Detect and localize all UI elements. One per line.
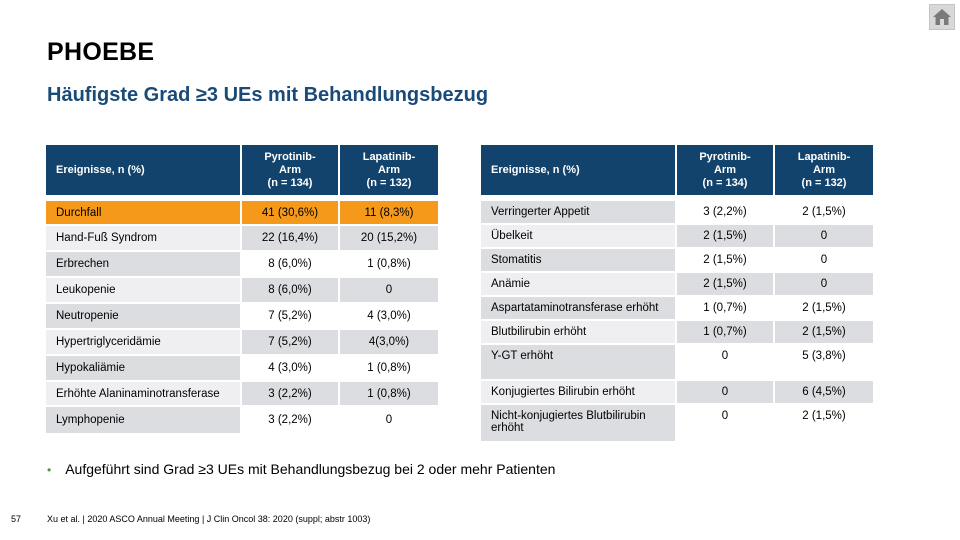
event-cell: Leukopenie (46, 278, 242, 304)
table-row: Stomatitis 2 (1,5%) 0 (481, 249, 873, 273)
pyrotinib-cell: 2 (1,5%) (677, 249, 775, 273)
event-cell: Verringerter Appetit (481, 201, 677, 225)
pyrotinib-cell: 0 (677, 381, 775, 405)
lapatinib-cell: 0 (775, 225, 873, 249)
table-row: Erhöhte Alaninaminotransferase 3 (2,2%) … (46, 382, 438, 407)
pyrotinib-cell: 22 (16,4%) (242, 226, 340, 252)
header-event: Ereignisse, n (%) (46, 145, 242, 201)
event-cell: Nicht-konjugiertes Blutbilirubin erhöht (481, 405, 677, 443)
adverse-events-table-right: Ereignisse, n (%) Pyrotinib- Arm (n = 13… (481, 145, 873, 443)
header-lapatinib: Lapatinib- Arm (n = 132) (775, 145, 873, 201)
event-cell: Lymphopenie (46, 407, 242, 435)
header-event: Ereignisse, n (%) (481, 145, 677, 201)
pyrotinib-cell: 0 (677, 405, 775, 443)
event-cell: Aspartataminotransferase erhöht (481, 297, 677, 321)
table-row: Anämie 2 (1,5%) 0 (481, 273, 873, 297)
slide-subtitle: Häufigste Grad ≥3 UEs mit Behandlungsbez… (47, 84, 489, 106)
table-row: Neutropenie 7 (5,2%) 4 (3,0%) (46, 304, 438, 330)
event-cell: Hypokaliämie (46, 356, 242, 382)
lapatinib-cell: 0 (775, 249, 873, 273)
table-row: Aspartataminotransferase erhöht 1 (0,7%)… (481, 297, 873, 321)
table-row: Blutbilirubin erhöht 1 (0,7%) 2 (1,5%) (481, 321, 873, 345)
pyrotinib-cell: 7 (5,2%) (242, 330, 340, 356)
event-cell: Hypertriglyceridämie (46, 330, 242, 356)
lapatinib-cell: 1 (0,8%) (340, 382, 438, 407)
pyrotinib-cell: 2 (1,5%) (677, 225, 775, 249)
adverse-events-table-left: Ereignisse, n (%) Pyrotinib- Arm (n = 13… (46, 145, 438, 435)
table-row: Nicht-konjugiertes Blutbilirubin erhöht … (481, 405, 873, 443)
lapatinib-cell: 0 (340, 278, 438, 304)
pyrotinib-cell: 8 (6,0%) (242, 278, 340, 304)
pyrotinib-cell: 3 (2,2%) (677, 201, 775, 225)
header-lapatinib: Lapatinib- Arm (n = 132) (340, 145, 438, 201)
lapatinib-cell: 4(3,0%) (340, 330, 438, 356)
table-row: Hypokaliämie 4 (3,0%) 1 (0,8%) (46, 356, 438, 382)
event-cell: Blutbilirubin erhöht (481, 321, 677, 345)
page-number: 57 (11, 514, 22, 524)
citation-footer: Xu et al. | 2020 ASCO Annual Meeting | J… (47, 514, 371, 524)
pyrotinib-cell: 41 (30,6%) (242, 201, 340, 226)
lapatinib-cell: 5 (3,8%) (775, 345, 873, 381)
bullet-text: Aufgeführt sind Grad ≥3 UEs mit Behandlu… (65, 461, 556, 477)
event-cell: Erbrechen (46, 252, 242, 278)
table-row: Durchfall 41 (30,6%) 11 (8,3%) (46, 201, 438, 226)
table-row: Hypertriglyceridämie 7 (5,2%) 4(3,0%) (46, 330, 438, 356)
slide-title: PHOEBE (47, 38, 155, 66)
pyrotinib-cell: 1 (0,7%) (677, 321, 775, 345)
lapatinib-cell: 4 (3,0%) (340, 304, 438, 330)
lapatinib-cell: 11 (8,3%) (340, 201, 438, 226)
lapatinib-cell: 2 (1,5%) (775, 405, 873, 443)
event-cell: Stomatitis (481, 249, 677, 273)
pyrotinib-cell: 0 (677, 345, 775, 381)
event-cell: Anämie (481, 273, 677, 297)
footnote-bullet: • Aufgeführt sind Grad ≥3 UEs mit Behandl… (47, 461, 555, 477)
event-cell: Konjugiertes Bilirubin erhöht (481, 381, 677, 405)
lapatinib-cell: 2 (1,5%) (775, 321, 873, 345)
table-row: Verringerter Appetit 3 (2,2%) 2 (1,5%) (481, 201, 873, 225)
lapatinib-cell: 0 (775, 273, 873, 297)
pyrotinib-cell: 3 (2,2%) (242, 382, 340, 407)
pyrotinib-cell: 4 (3,0%) (242, 356, 340, 382)
table-row: Konjugiertes Bilirubin erhöht 0 6 (4,5%) (481, 381, 873, 405)
lapatinib-cell: 2 (1,5%) (775, 297, 873, 321)
table-row: Übelkeit 2 (1,5%) 0 (481, 225, 873, 249)
home-button[interactable] (929, 4, 955, 30)
header-pyrotinib: Pyrotinib- Arm (n = 134) (242, 145, 340, 201)
lapatinib-cell: 1 (0,8%) (340, 356, 438, 382)
table-header-row: Ereignisse, n (%) Pyrotinib- Arm (n = 13… (481, 145, 873, 201)
table-row: Hand-Fuß Syndrom 22 (16,4%) 20 (15,2%) (46, 226, 438, 252)
lapatinib-cell: 2 (1,5%) (775, 201, 873, 225)
lapatinib-cell: 1 (0,8%) (340, 252, 438, 278)
header-pyrotinib: Pyrotinib- Arm (n = 134) (677, 145, 775, 201)
lapatinib-cell: 20 (15,2%) (340, 226, 438, 252)
event-cell: Übelkeit (481, 225, 677, 249)
pyrotinib-cell: 2 (1,5%) (677, 273, 775, 297)
table-header-row: Ereignisse, n (%) Pyrotinib- Arm (n = 13… (46, 145, 438, 201)
table-row: Lymphopenie 3 (2,2%) 0 (46, 407, 438, 435)
home-icon (933, 9, 951, 25)
event-cell: Y-GT erhöht (481, 345, 677, 381)
bullet-dot-icon: • (47, 463, 52, 477)
table-row: Erbrechen 8 (6,0%) 1 (0,8%) (46, 252, 438, 278)
lapatinib-cell: 6 (4,5%) (775, 381, 873, 405)
pyrotinib-cell: 7 (5,2%) (242, 304, 340, 330)
event-cell: Erhöhte Alaninaminotransferase (46, 382, 242, 407)
table-row: Leukopenie 8 (6,0%) 0 (46, 278, 438, 304)
pyrotinib-cell: 1 (0,7%) (677, 297, 775, 321)
event-cell: Durchfall (46, 201, 242, 226)
pyrotinib-cell: 8 (6,0%) (242, 252, 340, 278)
event-cell: Hand-Fuß Syndrom (46, 226, 242, 252)
event-cell: Neutropenie (46, 304, 242, 330)
lapatinib-cell: 0 (340, 407, 438, 435)
table-row: Y-GT erhöht 0 5 (3,8%) (481, 345, 873, 381)
pyrotinib-cell: 3 (2,2%) (242, 407, 340, 435)
